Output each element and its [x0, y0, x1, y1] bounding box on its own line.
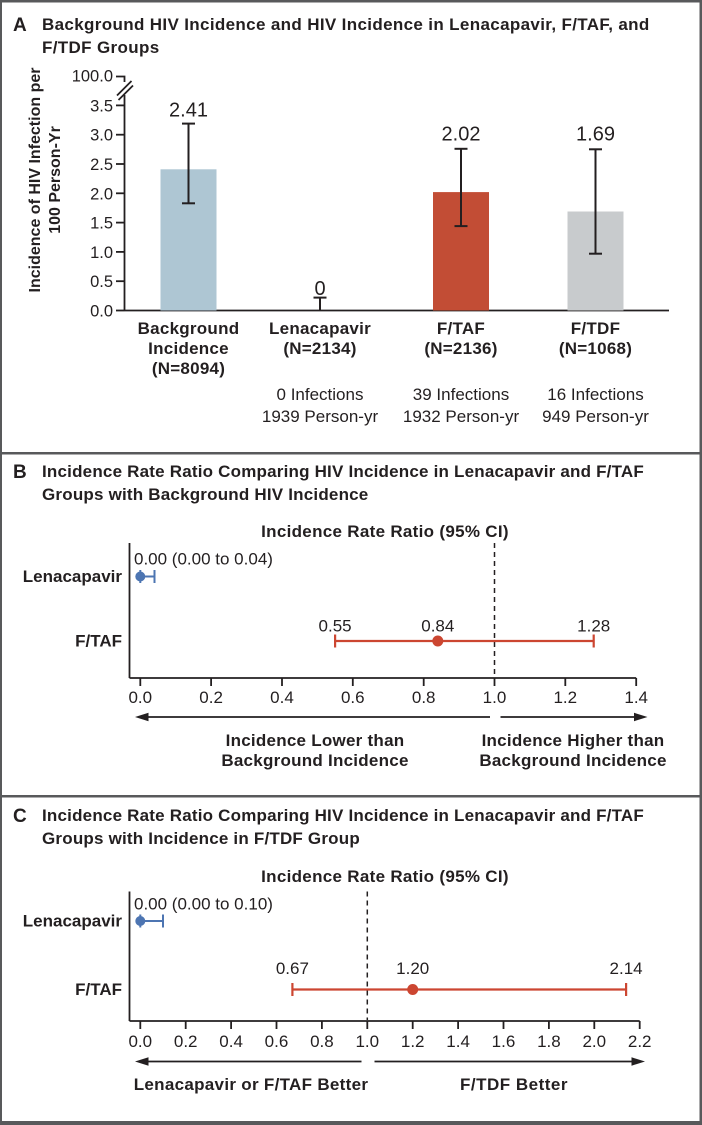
svg-text:0.8: 0.8 — [310, 1032, 334, 1051]
svg-text:1.4: 1.4 — [446, 1032, 470, 1051]
svg-text:C: C — [13, 806, 27, 827]
svg-text:Incidence: Incidence — [148, 339, 229, 358]
svg-text:0.0: 0.0 — [128, 1032, 152, 1051]
svg-text:0.2: 0.2 — [174, 1032, 198, 1051]
svg-text:1.0: 1.0 — [355, 1032, 379, 1051]
svg-text:Incidence Lower than: Incidence Lower than — [226, 731, 405, 750]
svg-text:1.0: 1.0 — [90, 244, 113, 262]
svg-text:1.2: 1.2 — [553, 688, 577, 707]
svg-text:(N=1068): (N=1068) — [559, 339, 632, 358]
svg-text:1.5: 1.5 — [90, 215, 113, 233]
svg-text:0 Infections: 0 Infections — [277, 385, 364, 404]
svg-text:F/TAF: F/TAF — [75, 632, 122, 651]
svg-text:39 Infections: 39 Infections — [413, 385, 509, 404]
svg-text:3.0: 3.0 — [90, 127, 113, 145]
svg-text:2.0: 2.0 — [90, 185, 113, 203]
svg-text:0.0: 0.0 — [128, 688, 152, 707]
svg-text:Incidence Rate Ratio (95% CI): Incidence Rate Ratio (95% CI) — [261, 867, 509, 886]
svg-text:2.02: 2.02 — [442, 124, 481, 146]
svg-text:0.00 (0.00 to 0.10): 0.00 (0.00 to 0.10) — [134, 895, 273, 914]
svg-text:Lenacapavir or F/TAF Better: Lenacapavir or F/TAF Better — [134, 1075, 369, 1094]
svg-text:2.41: 2.41 — [169, 100, 208, 122]
svg-text:B: B — [13, 462, 27, 483]
svg-text:2.14: 2.14 — [610, 959, 643, 978]
svg-text:Lenacapavir: Lenacapavir — [23, 567, 123, 586]
svg-text:(N=2134): (N=2134) — [283, 339, 356, 358]
svg-text:2.2: 2.2 — [628, 1032, 652, 1051]
svg-text:0.4: 0.4 — [270, 688, 294, 707]
svg-text:Groups with Incidence in F/TDF: Groups with Incidence in F/TDF Group — [42, 829, 360, 848]
svg-text:0: 0 — [314, 278, 325, 300]
svg-text:Groups with Background HIV Inc: Groups with Background HIV Incidence — [42, 485, 368, 504]
svg-text:0.67: 0.67 — [276, 959, 309, 978]
svg-text:1.69: 1.69 — [576, 124, 615, 146]
svg-text:A: A — [13, 15, 27, 36]
svg-text:1.20: 1.20 — [396, 959, 429, 978]
svg-text:Incidence of HIV Infection per: Incidence of HIV Infection per — [27, 68, 44, 293]
svg-text:Incidence Higher than: Incidence Higher than — [482, 731, 665, 750]
svg-text:Incidence Rate Ratio Comparing: Incidence Rate Ratio Comparing HIV Incid… — [42, 462, 644, 481]
svg-text:1.6: 1.6 — [492, 1032, 516, 1051]
svg-text:Background HIV Incidence and H: Background HIV Incidence and HIV Inciden… — [42, 15, 650, 34]
svg-text:100 Person-Yr: 100 Person-Yr — [47, 126, 64, 234]
svg-text:0.6: 0.6 — [341, 688, 365, 707]
svg-text:0.0: 0.0 — [90, 303, 113, 321]
svg-text:2.0: 2.0 — [582, 1032, 606, 1051]
svg-text:0.4: 0.4 — [219, 1032, 243, 1051]
svg-text:100.0: 100.0 — [72, 68, 113, 86]
svg-text:F/TDF Groups: F/TDF Groups — [42, 38, 160, 57]
svg-text:Incidence Rate Ratio Comparing: Incidence Rate Ratio Comparing HIV Incid… — [42, 806, 644, 825]
svg-text:0.5: 0.5 — [90, 273, 113, 291]
svg-text:(N=2136): (N=2136) — [424, 339, 497, 358]
svg-text:3.5: 3.5 — [90, 97, 113, 115]
svg-text:Background Incidence: Background Incidence — [479, 751, 666, 770]
svg-text:Lenacapavir: Lenacapavir — [269, 319, 371, 338]
svg-text:0.55: 0.55 — [319, 617, 352, 636]
svg-text:0.00 (0.00 to 0.04): 0.00 (0.00 to 0.04) — [134, 550, 273, 569]
svg-text:Background: Background — [138, 319, 240, 338]
svg-text:2.5: 2.5 — [90, 156, 113, 174]
svg-text:F/TAF: F/TAF — [75, 980, 122, 999]
svg-text:0.6: 0.6 — [265, 1032, 289, 1051]
svg-text:0.2: 0.2 — [199, 688, 223, 707]
svg-text:1.28: 1.28 — [577, 617, 610, 636]
svg-text:F/TDF: F/TDF — [571, 319, 620, 338]
svg-text:16 Infections: 16 Infections — [547, 385, 643, 404]
svg-text:1932 Person-yr: 1932 Person-yr — [403, 407, 520, 426]
svg-text:F/TAF: F/TAF — [437, 319, 485, 338]
svg-text:(N=8094): (N=8094) — [152, 359, 225, 378]
svg-text:1.8: 1.8 — [537, 1032, 561, 1051]
svg-text:Incidence Rate Ratio (95% CI): Incidence Rate Ratio (95% CI) — [261, 522, 509, 541]
svg-text:1939 Person-yr: 1939 Person-yr — [262, 407, 379, 426]
svg-text:0.8: 0.8 — [412, 688, 436, 707]
svg-text:Background Incidence: Background Incidence — [221, 751, 408, 770]
svg-text:F/TDF Better: F/TDF Better — [460, 1075, 568, 1094]
svg-text:1.2: 1.2 — [401, 1032, 425, 1051]
svg-text:1.4: 1.4 — [624, 688, 648, 707]
svg-text:Lenacapavir: Lenacapavir — [23, 912, 123, 931]
svg-text:1.0: 1.0 — [483, 688, 507, 707]
svg-text:949 Person-yr: 949 Person-yr — [542, 407, 649, 426]
svg-text:0.84: 0.84 — [421, 617, 454, 636]
